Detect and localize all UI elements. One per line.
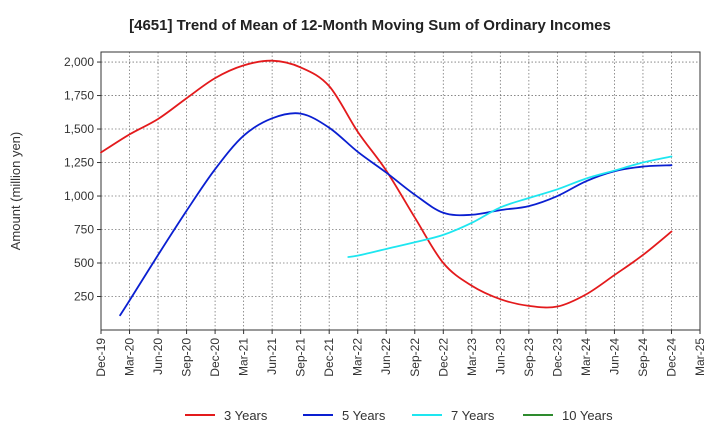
- x-tick-label: Dec-22: [436, 338, 450, 377]
- y-tick-label: 500: [74, 256, 94, 270]
- series-line-3-years: [100, 59, 673, 309]
- x-tick-label: Dec-21: [322, 338, 336, 377]
- x-tick-label: Mar-25: [693, 338, 707, 376]
- legend: 3 Years 5 Years 7 Years 10 Years: [185, 408, 613, 423]
- series-line-5-years: [119, 112, 673, 317]
- x-tick-label: Dec-20: [208, 338, 222, 377]
- x-tick-label: Sep-21: [294, 338, 308, 377]
- x-tick-label: Sep-20: [180, 338, 194, 377]
- y-axis-label: Amount (million yen): [8, 132, 23, 251]
- plot-area: Dec-19 Mar-20 Jun-20 Sep-20 Dec-20 Mar-21 Jun-…: [64, 51, 707, 377]
- x-tick-label: Jun-21: [265, 338, 279, 375]
- y-tick-label: 1,750: [64, 89, 94, 103]
- x-tick-label: Sep-24: [636, 338, 650, 377]
- x-tick-label: Jun-23: [493, 338, 507, 375]
- y-tick-label: 1,000: [64, 189, 94, 203]
- x-tick-label: Mar-23: [465, 338, 479, 376]
- x-tick-label: Mar-24: [579, 338, 593, 376]
- y-tick-label: 250: [74, 290, 94, 304]
- x-tick-label: Mar-20: [123, 338, 137, 376]
- legend-label-5-years: 5 Years: [342, 408, 386, 423]
- chart-title: [4651] Trend of Mean of 12-Month Moving …: [129, 17, 611, 34]
- series-line-7-years: [347, 155, 673, 258]
- x-tick-label: Dec-23: [550, 338, 564, 377]
- x-tick-label: Sep-22: [408, 338, 422, 377]
- x-tick-label: Dec-24: [664, 338, 678, 377]
- plot-frame: [100, 51, 701, 331]
- legend-label-7-years: 7 Years: [451, 408, 495, 423]
- x-tick-label: Mar-22: [351, 338, 365, 376]
- legend-label-3-years: 3 Years: [224, 408, 268, 423]
- x-tick-label: Jun-20: [151, 338, 165, 375]
- x-tick-label: Jun-24: [607, 338, 621, 375]
- x-tick-label: Sep-23: [522, 338, 536, 377]
- x-tick-label: Jun-22: [379, 338, 393, 375]
- y-tick-label: 1,500: [64, 122, 94, 136]
- x-tick-label: Dec-19: [94, 338, 108, 377]
- legend-label-10-years: 10 Years: [562, 408, 613, 423]
- x-tick-label: Mar-21: [237, 338, 251, 376]
- y-tick-label: 2,000: [64, 55, 94, 69]
- y-tick-label: 750: [74, 223, 94, 237]
- y-tick-label: 1,250: [64, 156, 94, 170]
